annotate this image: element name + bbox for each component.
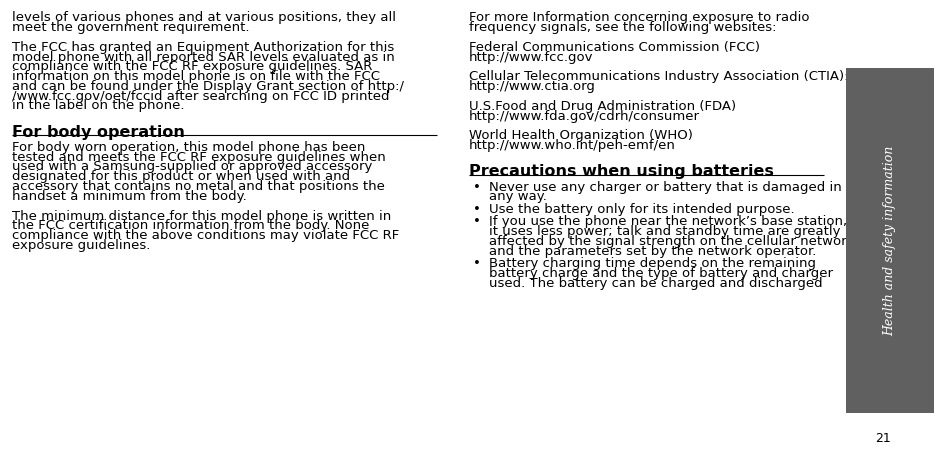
Text: http://www.who.int/peh-emf/en: http://www.who.int/peh-emf/en <box>469 139 675 152</box>
Text: accessory that contains no metal and that positions the: accessory that contains no metal and tha… <box>12 180 385 193</box>
Text: The minimum distance for this model phone is written in: The minimum distance for this model phon… <box>12 209 391 222</box>
Text: /www.fcc.gov/oet/fccid after searching on FCC ID printed: /www.fcc.gov/oet/fccid after searching o… <box>12 89 389 103</box>
Text: For more Information concerning exposure to radio: For more Information concerning exposure… <box>469 11 810 25</box>
Text: information on this model phone is on file with the FCC: information on this model phone is on fi… <box>12 70 380 83</box>
Text: Federal Communications Commission (FCC): Federal Communications Commission (FCC) <box>469 41 760 54</box>
Text: compliance with the FCC RF exposure guidelines. SAR: compliance with the FCC RF exposure guid… <box>12 60 373 74</box>
Text: Never use any charger or battery that is damaged in: Never use any charger or battery that is… <box>489 181 842 194</box>
Text: For body operation: For body operation <box>12 124 185 140</box>
Text: World Health Organization (WHO): World Health Organization (WHO) <box>469 129 693 143</box>
Text: compliance with the above conditions may violate FCC RF: compliance with the above conditions may… <box>12 229 400 242</box>
Text: designated for this product or when used with and: designated for this product or when used… <box>12 170 350 183</box>
Text: If you use the phone near the network’s base station,: If you use the phone near the network’s … <box>489 215 847 228</box>
Text: 21: 21 <box>875 432 890 445</box>
Text: meet the government requirement.: meet the government requirement. <box>12 21 249 34</box>
Text: and can be found under the Display Grant section of http:/: and can be found under the Display Grant… <box>12 80 404 93</box>
Text: Precautions when using batteries: Precautions when using batteries <box>469 164 773 179</box>
Text: •: • <box>473 181 480 194</box>
Text: For body worn operation, this model phone has been: For body worn operation, this model phon… <box>12 141 365 154</box>
Text: •: • <box>473 215 480 228</box>
Text: Battery charging time depends on the remaining: Battery charging time depends on the rem… <box>489 257 816 270</box>
Text: Use the battery only for its intended purpose.: Use the battery only for its intended pu… <box>489 203 795 216</box>
Text: it uses less power; talk and standby time are greatly: it uses less power; talk and standby tim… <box>489 225 841 238</box>
Text: affected by the signal strength on the cellular network: affected by the signal strength on the c… <box>489 235 855 248</box>
Text: Cellular Telecommunications Industry Association (CTIA):: Cellular Telecommunications Industry Ass… <box>469 70 848 84</box>
Text: the FCC certification information from the body. None: the FCC certification information from t… <box>12 219 370 232</box>
Text: and the parameters set by the network operator.: and the parameters set by the network op… <box>489 245 817 258</box>
Text: levels of various phones and at various positions, they all: levels of various phones and at various … <box>12 11 396 25</box>
Text: handset a minimum from the body.: handset a minimum from the body. <box>12 190 247 203</box>
Text: The FCC has granted an Equipment Authorization for this: The FCC has granted an Equipment Authori… <box>12 41 394 54</box>
Text: model phone with all reported SAR levels evaluated as in: model phone with all reported SAR levels… <box>12 50 395 64</box>
Text: exposure guidelines.: exposure guidelines. <box>12 239 150 252</box>
Text: http://www.fcc.gov: http://www.fcc.gov <box>469 50 593 64</box>
Text: any way.: any way. <box>489 190 547 203</box>
Text: used. The battery can be charged and discharged: used. The battery can be charged and dis… <box>489 276 823 290</box>
Text: used with a Samsung-supplied or approved accessory: used with a Samsung-supplied or approved… <box>12 160 373 173</box>
Text: battery charge and the type of battery and charger: battery charge and the type of battery a… <box>489 267 833 280</box>
Text: in the label on the phone.: in the label on the phone. <box>12 99 185 113</box>
Text: tested and meets the FCC RF exposure guidelines when: tested and meets the FCC RF exposure gui… <box>12 151 386 164</box>
Text: •: • <box>473 203 480 216</box>
Bar <box>846 68 934 413</box>
Text: Health and safety information: Health and safety information <box>884 145 897 336</box>
Text: http://www.fda.gov/cdrh/consumer: http://www.fda.gov/cdrh/consumer <box>469 109 700 123</box>
Text: U.S.Food and Drug Administration (FDA): U.S.Food and Drug Administration (FDA) <box>469 100 736 113</box>
Text: http://www.ctia.org: http://www.ctia.org <box>469 80 596 93</box>
Text: •: • <box>473 257 480 270</box>
Text: frequency signals, see the following websites:: frequency signals, see the following web… <box>469 21 776 34</box>
